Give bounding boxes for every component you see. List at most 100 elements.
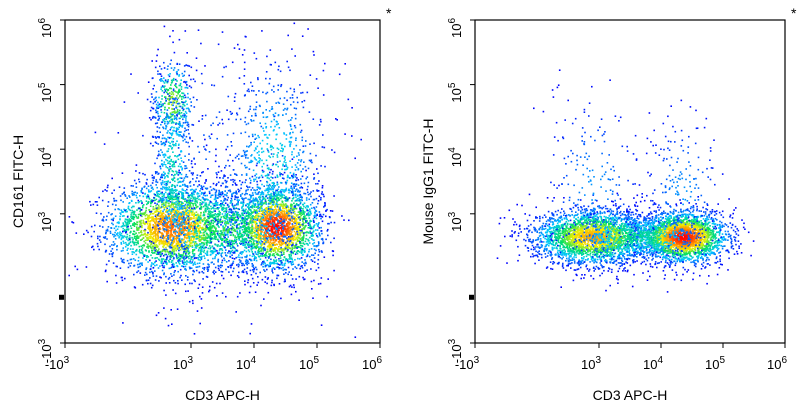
- event-dot: [309, 236, 311, 239]
- event-dot: [283, 177, 285, 180]
- event-dot: [313, 208, 316, 210]
- event-dot: [205, 221, 208, 224]
- event-dot: [255, 197, 257, 199]
- event-dot: [257, 236, 260, 239]
- event-dot: [268, 223, 270, 226]
- event-dot: [161, 269, 164, 272]
- event-dot: [189, 223, 192, 226]
- event-dot: [301, 267, 304, 269]
- event-dot: [164, 215, 166, 218]
- event-dot: [197, 235, 199, 238]
- event-dot: [209, 245, 211, 247]
- event-dot: [207, 168, 209, 170]
- event-dot: [230, 200, 232, 202]
- event-dot: [155, 204, 157, 207]
- event-dot: [269, 188, 271, 190]
- event-dot: [301, 239, 303, 241]
- event-dot: [223, 246, 225, 248]
- event-dot: [184, 229, 186, 231]
- event-dot: [253, 209, 256, 211]
- event-dot: [104, 189, 106, 191]
- event-dot: [200, 227, 203, 229]
- event-dot: [254, 215, 256, 218]
- event-dot: [283, 204, 286, 206]
- event-dot: [251, 192, 254, 194]
- event-dot: [143, 233, 146, 235]
- event-dot: [140, 190, 143, 193]
- event-dot: [300, 251, 303, 253]
- event-dot: [142, 244, 144, 247]
- event-dot: [260, 244, 263, 247]
- event-dot: [278, 199, 281, 201]
- event-dot: [133, 205, 135, 208]
- event-dot: [288, 258, 290, 260]
- event-dot: [244, 231, 246, 233]
- event-dot: [128, 262, 130, 265]
- event-dot: [201, 201, 204, 203]
- event-dot: [292, 196, 295, 199]
- event-dot: [302, 220, 304, 223]
- event-dot: [317, 254, 320, 256]
- event-dot: [186, 205, 189, 208]
- event-dot: [283, 222, 285, 224]
- event-dot: [279, 248, 281, 251]
- event-dot: [156, 206, 159, 209]
- event-dot: [140, 263, 143, 265]
- event-dot: [291, 278, 294, 280]
- event-dot: [133, 191, 135, 194]
- event-dot: [117, 232, 119, 234]
- event-dot: [105, 232, 107, 235]
- event-dot: [263, 185, 265, 187]
- event-dot: [128, 222, 130, 225]
- event-dot: [214, 212, 217, 215]
- event-dot: [144, 214, 147, 217]
- event-dot: [225, 228, 228, 230]
- event-dot: [192, 172, 194, 174]
- event-dot: [187, 192, 189, 195]
- event-dot: [303, 202, 306, 204]
- event-dot: [176, 213, 178, 216]
- event-dot: [130, 185, 133, 187]
- event-dot: [252, 242, 255, 244]
- event-dot: [278, 215, 280, 217]
- event-dot: [250, 241, 253, 243]
- event-dot: [189, 228, 191, 230]
- event-dot: [184, 211, 186, 214]
- event-dot: [163, 243, 165, 245]
- event-dot: [257, 239, 260, 242]
- event-dot: [134, 259, 137, 261]
- event-dot: [258, 196, 260, 199]
- event-dot: [162, 215, 164, 217]
- event-dot: [255, 209, 258, 211]
- event-dot: [269, 220, 272, 223]
- event-dot: [199, 259, 202, 262]
- event-dot: [274, 256, 277, 259]
- event-dot: [252, 202, 255, 205]
- event-dot: [224, 236, 226, 239]
- event-dot: [169, 192, 172, 194]
- event-dot: [94, 224, 96, 227]
- event-dot: [278, 186, 280, 188]
- event-dot: [175, 245, 178, 247]
- event-dot: [254, 191, 257, 194]
- event-dot: [262, 250, 264, 252]
- event-dot: [210, 216, 212, 218]
- event-dot: [160, 262, 163, 264]
- event-dot: [291, 174, 293, 177]
- event-dot: [162, 258, 165, 260]
- event-dot: [228, 211, 230, 213]
- event-dot: [128, 208, 130, 211]
- event-dot: [151, 240, 154, 242]
- event-dot: [203, 233, 205, 236]
- event-dot: [179, 248, 182, 251]
- event-dot: [272, 220, 274, 223]
- event-dot: [192, 191, 195, 193]
- event-dot: [227, 245, 230, 247]
- event-dot: [176, 184, 179, 187]
- event-dot: [157, 204, 160, 207]
- event-dot: [161, 240, 163, 243]
- event-dot: [235, 207, 238, 210]
- event-dot: [259, 237, 262, 239]
- event-dot: [237, 188, 239, 191]
- event-dot: [155, 234, 157, 236]
